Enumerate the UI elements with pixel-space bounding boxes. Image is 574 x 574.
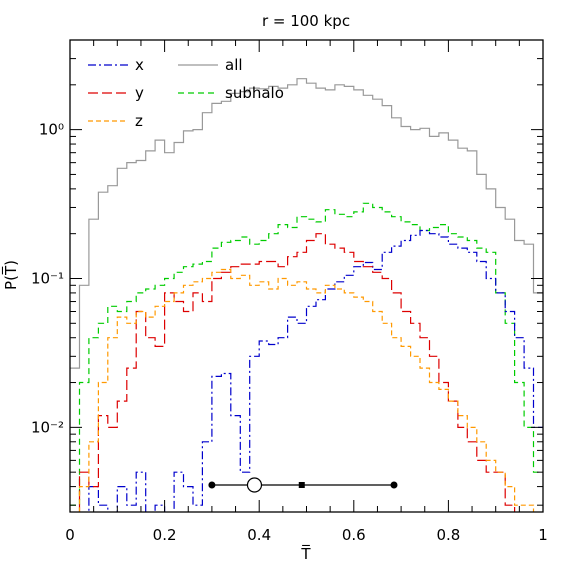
series-line-y: [78, 233, 516, 512]
range-median-marker: [298, 481, 305, 488]
range-max-point: [390, 481, 398, 489]
series-layer: [70, 78, 543, 512]
range-marker: [208, 477, 398, 493]
legend-label-x: x: [135, 56, 144, 74]
x-tick-label: 0.8: [436, 526, 460, 544]
legend-label-z: z: [135, 112, 143, 130]
series-group: [70, 78, 543, 512]
series-line-x: [88, 229, 543, 512]
chart-title: r = 100 kpc: [262, 12, 350, 30]
series-line-all: [70, 78, 543, 369]
x-axis-label: T̅: [300, 544, 311, 563]
range-open-circle: [246, 477, 263, 493]
legend-label-subhalo: subhalo: [225, 84, 284, 102]
x-tick-label: 0.2: [153, 526, 177, 544]
legend: xyz all subhalo: [88, 56, 284, 130]
y-axis-label: P(T̅): [1, 260, 20, 290]
x-tick-label: 0.6: [342, 526, 366, 544]
series-line-z: [78, 268, 535, 512]
x-tick-label: 1: [538, 526, 548, 544]
y-tick-label: 10⁻¹: [31, 269, 64, 287]
x-tick-label: 0: [65, 526, 75, 544]
range-min-point: [208, 481, 216, 489]
legend-label-y: y: [135, 84, 144, 102]
series-line-subhalo: [70, 202, 543, 506]
y-tick-label: 10⁻²: [31, 418, 64, 436]
x-tick-label: 0.4: [247, 526, 271, 544]
y-tick-label: 10⁰: [39, 121, 64, 139]
legend-label-all: all: [225, 56, 243, 74]
axes: 0 0.2 0.4 0.6 0.8 1 10⁰ 10⁻¹ 10⁻²: [31, 39, 548, 544]
